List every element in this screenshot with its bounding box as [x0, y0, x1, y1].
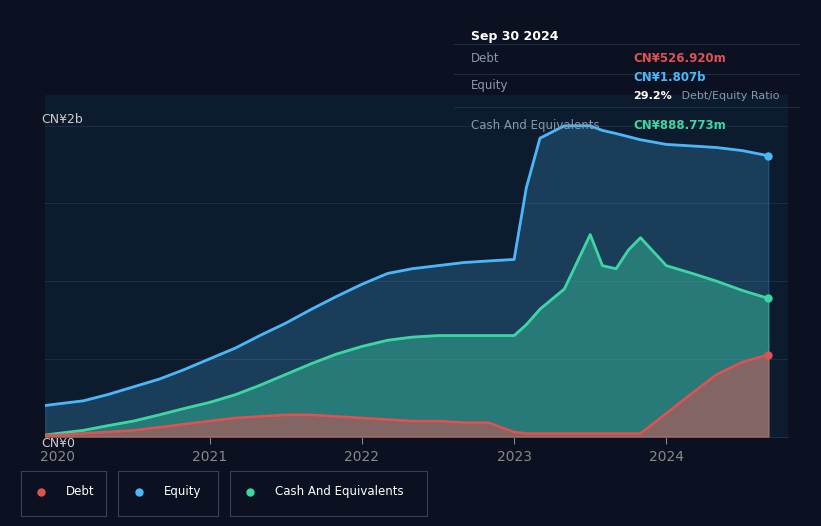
- Bar: [118, 471, 218, 515]
- Text: Debt/Equity Ratio: Debt/Equity Ratio: [678, 90, 780, 100]
- Text: Equity: Equity: [471, 79, 509, 93]
- Text: Equity: Equity: [163, 485, 201, 498]
- Text: Cash And Equivalents: Cash And Equivalents: [471, 119, 600, 132]
- Text: CN¥1.807b: CN¥1.807b: [633, 71, 706, 84]
- Text: Debt: Debt: [66, 485, 94, 498]
- Text: CN¥526.920m: CN¥526.920m: [633, 53, 726, 65]
- Text: CN¥888.773m: CN¥888.773m: [633, 119, 726, 132]
- Text: CN¥0: CN¥0: [41, 437, 76, 450]
- Text: Debt: Debt: [471, 53, 500, 65]
- Text: CN¥2b: CN¥2b: [41, 113, 83, 126]
- Bar: [230, 471, 427, 515]
- Bar: [21, 471, 106, 515]
- Text: Cash And Equivalents: Cash And Equivalents: [275, 485, 404, 498]
- Text: 29.2%: 29.2%: [633, 90, 672, 100]
- Text: Sep 30 2024: Sep 30 2024: [471, 30, 559, 43]
